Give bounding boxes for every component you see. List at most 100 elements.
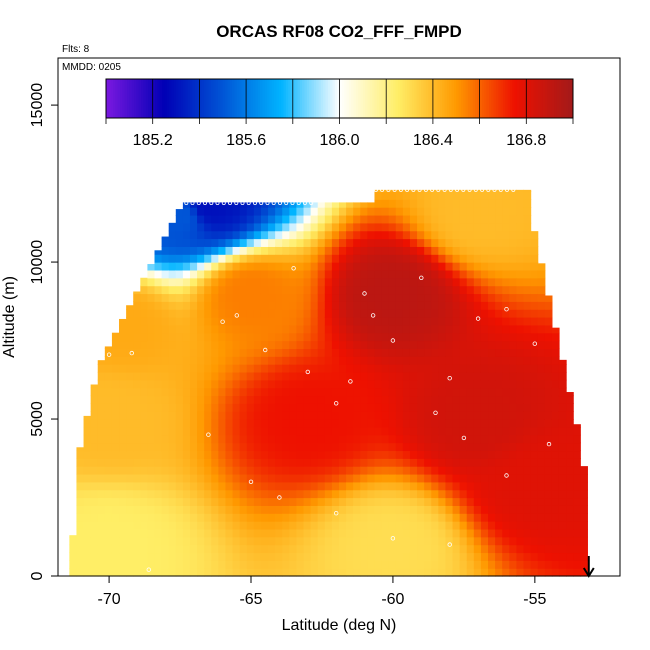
field-cell xyxy=(90,458,99,467)
field-cell xyxy=(544,481,553,491)
field-cell xyxy=(303,356,312,365)
field-cell xyxy=(324,301,333,310)
field-cell xyxy=(296,411,305,420)
field-cell xyxy=(566,450,574,459)
field-cell xyxy=(126,395,134,404)
field-cell xyxy=(445,269,454,279)
field-cell xyxy=(367,521,376,530)
field-cell xyxy=(495,199,503,208)
field-cell xyxy=(558,359,567,365)
field-cell xyxy=(211,340,219,349)
field-cell xyxy=(530,246,539,255)
field-cell xyxy=(204,238,212,247)
field-cell xyxy=(473,340,482,349)
field-cell xyxy=(445,528,454,538)
field-cell xyxy=(289,246,298,255)
field-cell xyxy=(424,269,432,279)
field-cell xyxy=(253,568,262,577)
field-cell xyxy=(246,332,255,342)
field-cell xyxy=(246,301,255,310)
field-cell xyxy=(154,317,163,326)
field-cell xyxy=(530,505,539,514)
field-cell xyxy=(239,222,248,232)
field-cell xyxy=(211,458,219,467)
field-cell xyxy=(289,481,298,491)
field-cell xyxy=(346,324,354,334)
field-cell xyxy=(395,317,404,326)
sample-point xyxy=(511,187,516,192)
field-cell xyxy=(473,426,482,436)
field-cell xyxy=(374,199,383,208)
field-cell xyxy=(509,364,517,373)
colorbar-segment xyxy=(285,79,289,118)
field-cell xyxy=(83,560,92,569)
field-cell xyxy=(211,544,219,554)
field-cell xyxy=(246,536,255,546)
field-cell xyxy=(225,324,234,334)
field-cell xyxy=(182,207,191,216)
field-cell xyxy=(175,395,184,404)
field-cell xyxy=(204,222,212,232)
field-cell xyxy=(282,356,290,365)
field-cell xyxy=(275,466,283,475)
field-cell xyxy=(566,434,574,444)
field-cell xyxy=(417,269,425,279)
field-cell xyxy=(488,207,496,216)
field-cell xyxy=(551,411,560,420)
sample-point xyxy=(271,200,276,205)
field-cell xyxy=(218,309,227,318)
field-cell xyxy=(296,505,305,514)
field-cell xyxy=(161,285,170,295)
field-cell xyxy=(466,521,475,530)
field-cell xyxy=(558,536,567,546)
field-cell xyxy=(353,285,361,295)
sample-point xyxy=(206,432,211,437)
field-cell xyxy=(346,442,354,452)
field-cell xyxy=(417,230,425,240)
colorbar-segment xyxy=(243,79,247,118)
sample-point xyxy=(546,441,552,447)
field-cell xyxy=(317,473,326,483)
field-cell xyxy=(516,222,525,232)
colorbar-segment xyxy=(353,79,357,118)
field-cell xyxy=(381,403,390,412)
field-cell xyxy=(296,395,305,404)
field-cell xyxy=(480,528,489,538)
field-cell xyxy=(523,301,532,310)
field-cell xyxy=(232,246,241,255)
field-cell xyxy=(317,238,326,247)
field-cell xyxy=(133,497,141,506)
field-cell xyxy=(90,521,99,530)
field-cell xyxy=(232,442,241,452)
field-cell xyxy=(388,317,397,326)
field-cell xyxy=(530,340,539,349)
field-cell xyxy=(409,371,418,381)
field-cell xyxy=(218,497,227,506)
field-cell xyxy=(374,552,383,561)
field-cell xyxy=(182,309,191,318)
field-cell xyxy=(303,230,312,240)
field-cell xyxy=(445,379,454,389)
field-cell xyxy=(154,340,163,349)
field-cell xyxy=(282,489,290,499)
field-cell xyxy=(346,222,354,232)
field-cell xyxy=(211,505,219,514)
field-cell xyxy=(204,466,212,475)
sample-point xyxy=(430,187,435,192)
field-cell xyxy=(353,356,361,365)
field-cell xyxy=(275,568,283,577)
field-cell xyxy=(303,411,312,420)
field-cell xyxy=(289,528,298,538)
field-cell xyxy=(90,536,99,546)
field-cell xyxy=(133,403,141,412)
field-cell xyxy=(495,348,503,357)
field-cell xyxy=(189,426,198,436)
field-cell xyxy=(175,262,184,271)
field-cell xyxy=(296,324,305,334)
field-cell xyxy=(218,207,227,216)
field-cell xyxy=(317,552,326,561)
field-cell xyxy=(218,395,227,404)
field-cell xyxy=(566,403,574,412)
field-cell xyxy=(480,340,489,349)
field-cell xyxy=(175,544,184,554)
